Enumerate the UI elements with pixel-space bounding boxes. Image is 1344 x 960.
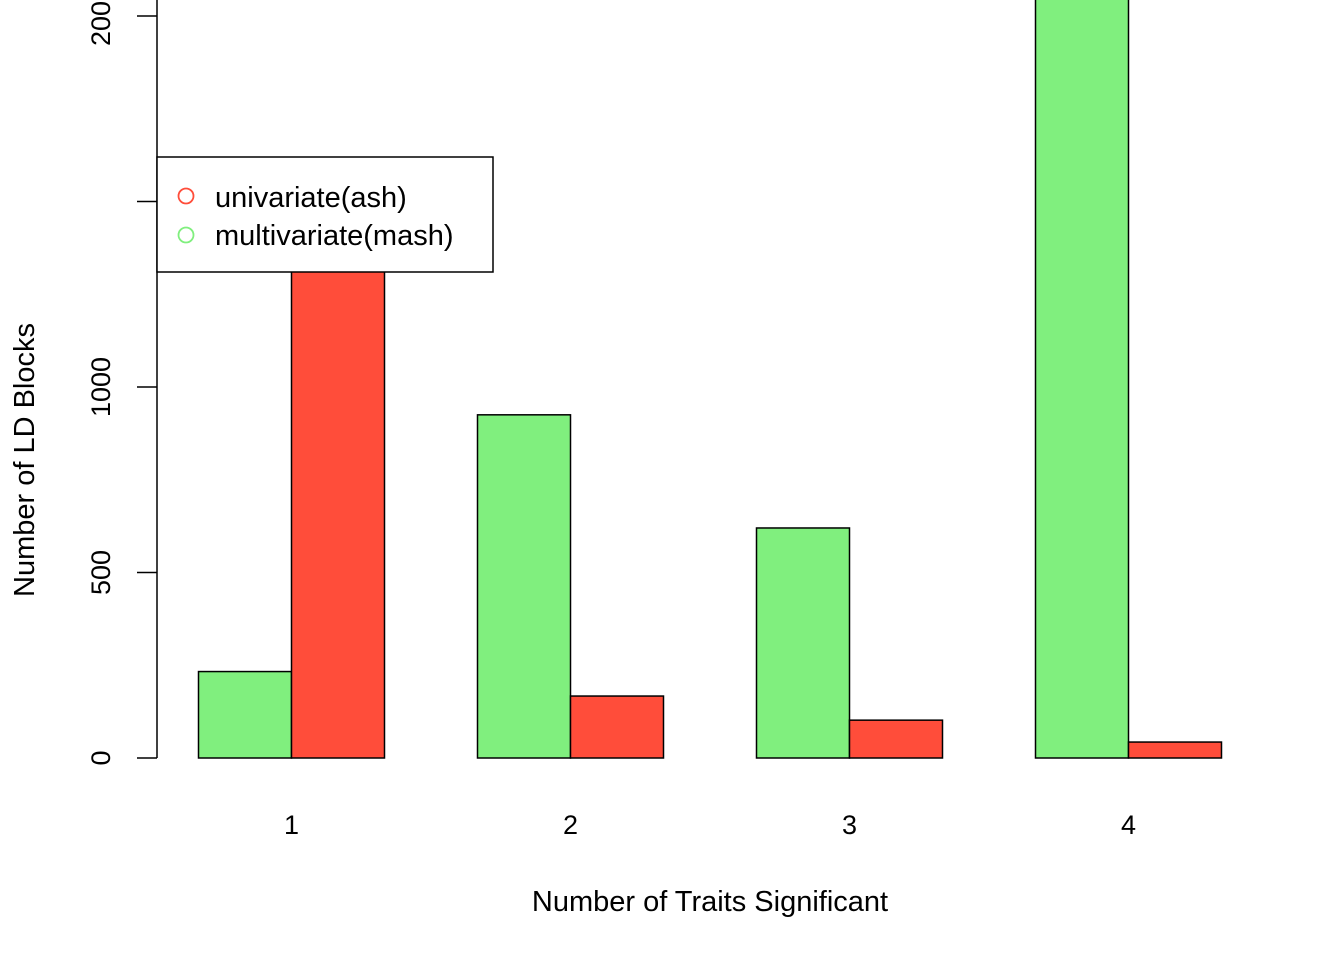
bar-univariate-4 (1127, 741, 1223, 759)
y-axis-title: Number of LD Blocks (9, 323, 41, 597)
bars-group (197, 0, 1223, 759)
y-tick-label-2000: 2000 (86, 0, 116, 46)
x-ticks-group: 1 2 3 4 (284, 810, 1136, 840)
x-axis-title: Number of Traits Significant (532, 886, 888, 918)
legend-label-multivariate: multivariate(mash) (215, 220, 454, 252)
y-ticks-group: 0500100020003000 (86, 0, 157, 766)
legend-label-univariate: univariate(ash) (215, 182, 407, 214)
x-tick-label-2: 2 (563, 810, 578, 840)
y-tick-label-500: 500 (86, 550, 116, 595)
legend: univariate(ash) multivariate(mash) (156, 156, 494, 273)
bar-univariate-2 (569, 695, 665, 759)
x-tick-label-3: 3 (842, 810, 857, 840)
bar-univariate-3 (848, 719, 944, 759)
bar-multivariate-4 (1034, 0, 1130, 759)
y-tick-label-0: 0 (86, 750, 116, 765)
x-tick-label-4: 4 (1121, 810, 1136, 840)
legend-marker-multivariate (177, 226, 195, 244)
bar-univariate-1 (290, 190, 386, 759)
bar-multivariate-3 (755, 527, 851, 759)
y-tick-label-1000: 1000 (86, 357, 116, 417)
bar-multivariate-2 (476, 414, 572, 759)
x-tick-label-1: 1 (284, 810, 299, 840)
legend-marker-univariate (177, 187, 195, 205)
bar-multivariate-1 (197, 670, 293, 759)
legend-box (156, 156, 494, 273)
